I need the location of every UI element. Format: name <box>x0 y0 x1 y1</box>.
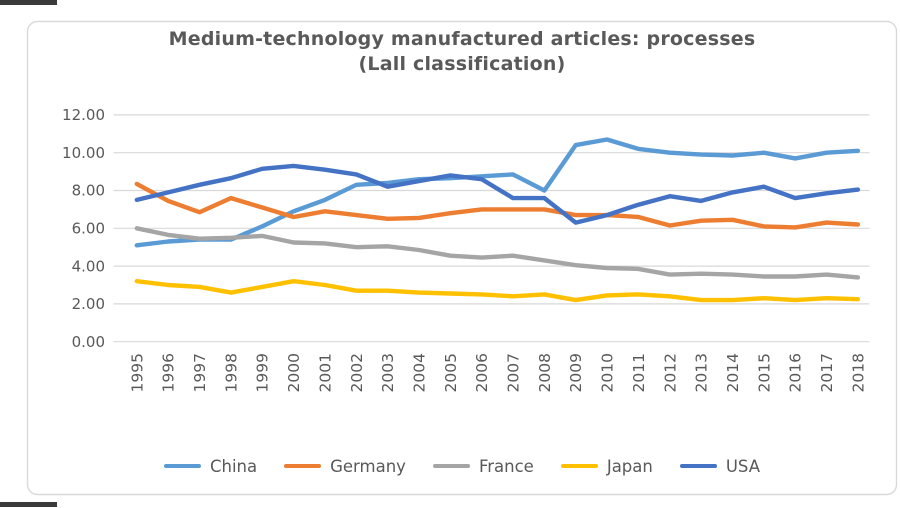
chart-title-line2: (Lall classification) <box>358 53 566 75</box>
series-line-china[interactable] <box>134 137 861 248</box>
sheet-edge-artifact-top <box>0 0 57 5</box>
x-axis-tick-label: 1997 <box>191 353 209 392</box>
legend-swatch-france <box>432 464 470 468</box>
x-axis-tick-label: 1999 <box>254 353 272 392</box>
x-axis-tick-label: 2009 <box>567 353 585 392</box>
x-axis-tick-label: 2004 <box>410 353 428 392</box>
x-axis-tick-label: 2018 <box>849 353 867 392</box>
chart-title-line1: Medium-technology manufactured articles:… <box>168 28 756 50</box>
series-line-usa[interactable] <box>134 163 861 225</box>
series-line-france[interactable] <box>134 226 861 280</box>
chart-legend: China Germany France Japan USA <box>28 452 896 480</box>
x-axis-tick-label: 2015 <box>755 353 773 392</box>
y-axis-tick-label: 4.00 <box>72 257 105 275</box>
sheet-edge-artifact-bottom <box>0 502 57 507</box>
legend-label-usa: USA <box>725 456 761 476</box>
x-axis-tick-label: 2005 <box>442 353 460 392</box>
legend-swatch-japan <box>560 464 598 468</box>
legend-item-japan[interactable]: Japan <box>560 456 653 476</box>
x-axis-tick-label: 2012 <box>661 353 679 392</box>
x-axis-tick-label: 1996 <box>160 353 178 392</box>
legend-label-germany: Germany <box>330 456 406 476</box>
x-axis-tick-label: 2002 <box>348 353 366 392</box>
legend-label-china: China <box>209 456 258 476</box>
y-axis-tick-label: 10.00 <box>62 144 105 162</box>
legend-swatch-usa <box>679 464 717 468</box>
series-line-germany[interactable] <box>134 181 861 230</box>
x-axis-tick-label: 2000 <box>285 353 303 392</box>
series-line-japan[interactable] <box>134 279 861 303</box>
legend-item-germany[interactable]: Germany <box>284 457 406 476</box>
x-axis-tick-label: 2008 <box>536 353 554 392</box>
x-axis-tick-label: 2013 <box>693 353 711 392</box>
y-axis-tick-label: 8.00 <box>72 182 105 200</box>
y-axis-tick-label: 2.00 <box>72 295 105 313</box>
x-axis-tick-label: 1995 <box>128 353 146 392</box>
x-axis-tick-label: 2011 <box>630 353 648 392</box>
x-axis-tick-label: 2016 <box>787 353 805 392</box>
legend-swatch-china <box>163 464 201 468</box>
y-axis-tick-label: 12.00 <box>62 106 105 124</box>
y-axis-tick-label: 6.00 <box>72 220 105 238</box>
x-axis-tick-label: 2006 <box>473 353 491 392</box>
x-axis-tick-label: 1998 <box>222 353 240 392</box>
x-axis-tick-label: 2007 <box>505 353 523 392</box>
legend-item-france[interactable]: France <box>432 456 534 476</box>
legend-item-china[interactable]: China <box>163 456 258 476</box>
legend-label-japan: Japan <box>606 456 653 476</box>
legend-swatch-germany <box>284 464 322 468</box>
x-axis-tick-label: 2003 <box>379 353 397 392</box>
x-axis-tick-label: 2014 <box>724 353 742 392</box>
legend-item-usa[interactable]: USA <box>679 456 761 476</box>
x-axis-tick-label: 2017 <box>818 353 836 392</box>
y-axis-tick-label: 0.00 <box>72 333 105 351</box>
x-axis-tick-label: 2001 <box>316 353 334 392</box>
chart-border <box>26 20 898 496</box>
chart-title[interactable]: Medium-technology manufactured articles:… <box>28 27 896 77</box>
x-axis-tick-label: 2010 <box>599 353 617 392</box>
legend-label-france: France <box>478 456 534 476</box>
